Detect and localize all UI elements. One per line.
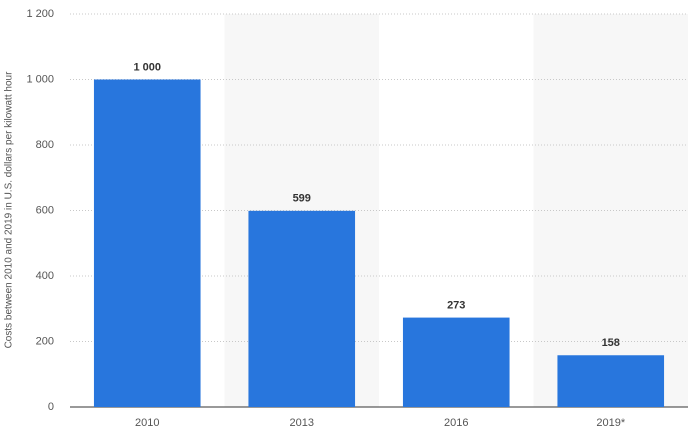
x-tick-label: 2019* (596, 417, 625, 429)
value-label: 599 (293, 193, 311, 205)
bar (248, 210, 356, 407)
bar (557, 355, 665, 407)
value-label: 1 000 (133, 61, 161, 73)
y-tick-label: 600 (36, 204, 54, 216)
y-axis-label: Costs between 2010 and 2019 in U.S. doll… (4, 71, 15, 349)
x-tick-label: 2013 (290, 417, 314, 429)
value-label: 158 (602, 337, 620, 349)
y-tick-label: 800 (36, 139, 54, 151)
y-tick-label: 400 (36, 270, 54, 282)
y-tick-label: 200 (36, 335, 54, 347)
bar (402, 317, 510, 407)
x-tick-label: 2016 (444, 417, 468, 429)
value-label: 273 (447, 299, 465, 311)
y-tick-label: 0 (48, 401, 54, 413)
x-tick-label: 2010 (135, 417, 159, 429)
y-tick-label: 1 000 (26, 73, 54, 85)
y-tick-label: 1 200 (26, 8, 54, 20)
bar (93, 79, 201, 407)
